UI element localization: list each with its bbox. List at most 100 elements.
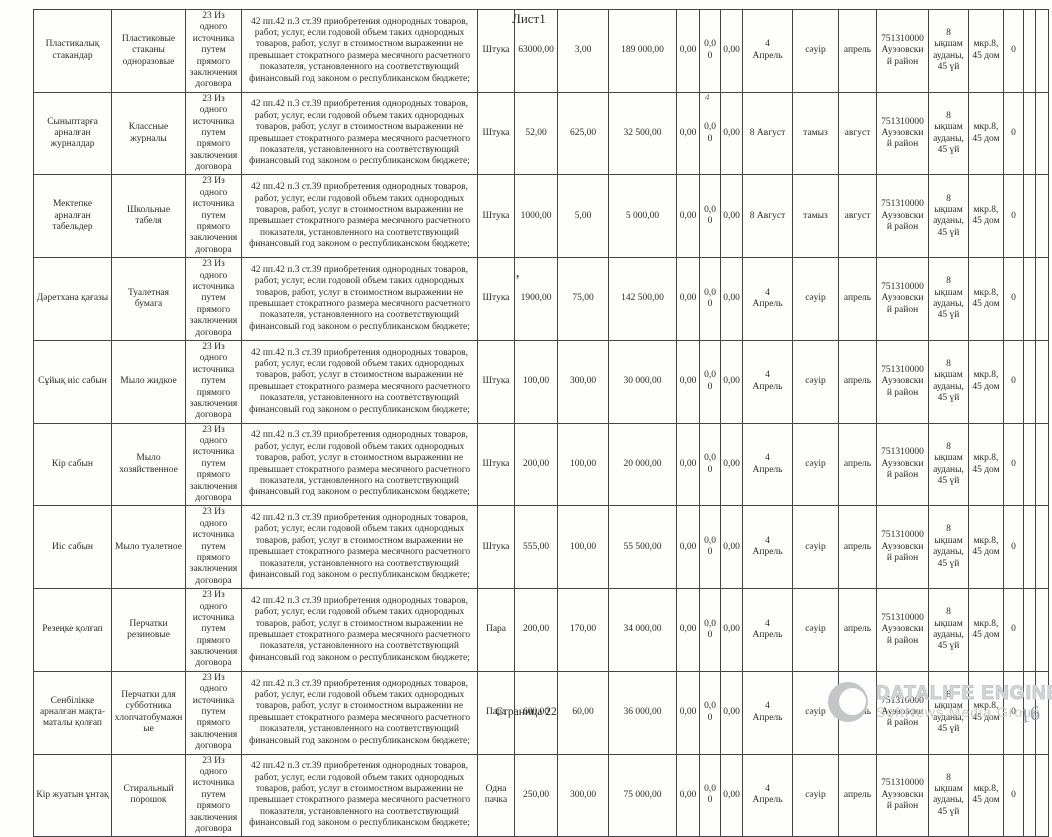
cell-e2 <box>1035 753 1049 837</box>
procurement-table: Пластикалық стакандар Пластиковые стаканы… <box>33 9 1049 837</box>
cell-akz: 8 ықшам ауданы, 45 үй <box>928 339 969 424</box>
cell-z3: 0,00 <box>720 9 743 93</box>
cell-z3: 0,00 <box>720 257 743 341</box>
cell-month: 4 Апрель <box>742 339 793 424</box>
cell-z1: 0,00 <box>676 588 700 672</box>
cell-qty: 200,00 <box>514 588 558 672</box>
cell-flag: 0 <box>1003 9 1024 93</box>
table-row: Кір сабын Мыло хозяйственное 23 Из одного … <box>33 422 1049 507</box>
cell-price: 5,00 <box>557 174 609 259</box>
cell-z3: 0,00 <box>720 91 743 176</box>
cell-z1: 0,00 <box>676 505 700 590</box>
cell-e1 <box>1023 257 1036 341</box>
cell-mkz: сәуір <box>792 753 839 837</box>
cell-method: 23 Из одного источника путем прямого зак… <box>185 9 242 93</box>
cell-akz: 8 ықшам ауданы, 45 үй <box>928 753 969 837</box>
cell-mkz: сәуір <box>792 339 839 424</box>
cell-total: 32 500,00 <box>608 91 677 176</box>
cell-e1 <box>1023 9 1036 93</box>
cell-e2 <box>1035 174 1049 259</box>
cell-akz: 8 ықшам ауданы, 45 үй <box>928 670 969 755</box>
cell-kz: Пластикалық стакандар <box>33 9 112 93</box>
cell-e2 <box>1035 588 1049 672</box>
cell-z2: 0,00 <box>699 9 721 93</box>
cell-z1: 0,00 <box>676 9 700 93</box>
cell-price: 300,00 <box>557 339 609 424</box>
cell-e2 <box>1035 339 1049 424</box>
table-row: Кір жуатын ұнтақ Стиральный порошок 23 Из … <box>33 753 1049 837</box>
watermark-text: DataLife Engine SoftNews Media Group <box>875 682 1052 720</box>
cell-kz: Сыныптарға арналған журналдар <box>33 91 112 176</box>
table-row: Дәретхана қағазы Туалетная бумага 23 Из од… <box>33 257 1049 341</box>
cell-month: 4 Апрель <box>742 753 793 837</box>
cell-method: 23 Из одного источника путем прямого зак… <box>185 257 242 341</box>
cell-just: 42 пп.42 п.3 ст.39 приобретения однородн… <box>241 339 478 424</box>
cell-mru: апрель <box>838 753 877 837</box>
cell-ru: Классные журналы <box>111 91 186 176</box>
cell-month: 4 Апрель <box>742 505 793 590</box>
cell-aru: мкр.8, 45 дом <box>968 670 1004 755</box>
cell-method: 23 Из одного источника путем прямого зак… <box>185 422 242 507</box>
cell-aru: мкр.8, 45 дом <box>968 257 1004 341</box>
cell-just: 42 пп.42 п.3 ст.39 приобретения однородн… <box>241 257 478 341</box>
cell-aru: мкр.8, 45 дом <box>968 339 1004 424</box>
cell-aru: мкр.8, 45 дом <box>968 9 1004 93</box>
cell-unit: Штука <box>477 9 515 93</box>
cell-flag: 0 <box>1003 174 1024 259</box>
cell-ru: Перчатки для субботника хлопчатобумажные <box>111 670 186 755</box>
cell-just: 42 пп.42 п.3 ст.39 приобретения однородн… <box>241 422 478 507</box>
cell-mru: апрель <box>838 257 877 341</box>
cell-qty: 1000,00 <box>514 174 558 259</box>
cell-z3: 0,00 <box>720 339 743 424</box>
cell-method: 23 Из одного источника путем прямого зак… <box>185 670 242 755</box>
cell-price: 625,00 <box>557 91 609 176</box>
cell-method: 23 Из одного источника путем прямого зак… <box>185 174 242 259</box>
cell-total: 75 000,00 <box>608 753 677 837</box>
cell-mru: апрель <box>838 422 877 507</box>
scan-artifact: , <box>516 265 520 280</box>
cell-kz: Сенбілікке арналған мақта-маталы қолғап <box>33 670 112 755</box>
cell-unit: Штука <box>477 505 515 590</box>
cell-z2: 0,00 <box>699 257 721 341</box>
cell-month: 4 Апрель <box>742 588 793 672</box>
cell-e1 <box>1023 588 1036 672</box>
cell-aru: мкр.8, 45 дом <box>968 422 1004 507</box>
cell-just: 42 пп.42 п.3 ст.39 приобретения однородн… <box>241 91 478 176</box>
cell-ru: Школьные табеля <box>111 174 186 259</box>
cell-z1: 0,00 <box>676 753 700 837</box>
cell-flag: 0 <box>1003 588 1024 672</box>
cell-akz: 8 ықшам ауданы, 45 үй <box>928 91 969 176</box>
cell-unit: Штука <box>477 422 515 507</box>
cell-qty: 600,00 <box>514 670 558 755</box>
watermark: DataLife Engine SoftNews Media Group <box>828 682 1052 722</box>
cell-e2 <box>1035 257 1049 341</box>
table-row: Сұйық иіс сабын Мыло жидкое 23 Из одного и… <box>33 339 1049 424</box>
cell-mru: август <box>838 91 877 176</box>
cell-akz: 8 ықшам ауданы, 45 үй <box>928 174 969 259</box>
datalife-logo-icon <box>828 682 868 722</box>
cell-ru: Стиральный порошок <box>111 753 186 837</box>
cell-ru: Мыло хозяйственное <box>111 422 186 507</box>
cell-method: 23 Из одного источника путем прямого зак… <box>185 753 242 837</box>
cell-region: 751310000 Ауэзовский район <box>876 753 929 837</box>
cell-e1 <box>1023 91 1036 176</box>
cell-flag: 0 <box>1003 753 1024 837</box>
table-row: Резеңке қолғап Перчатки резиновые 23 Из од… <box>33 588 1049 672</box>
cell-unit: Штука <box>477 257 515 341</box>
cell-qty: 100,00 <box>514 339 558 424</box>
cell-ru: Мыло жидкое <box>111 339 186 424</box>
cell-mkz: сәуір <box>792 588 839 672</box>
cell-e2 <box>1035 9 1049 93</box>
cell-unit: Штука <box>477 174 515 259</box>
cell-price: 100,00 <box>557 422 609 507</box>
cell-e2 <box>1035 505 1049 590</box>
cell-flag: 0 <box>1003 257 1024 341</box>
cell-region: 751310000 Ауэзовский район <box>876 174 929 259</box>
cell-aru: мкр.8, 45 дом <box>968 753 1004 837</box>
cell-mkz: сәуір <box>792 257 839 341</box>
cell-mru: август <box>838 174 877 259</box>
cell-kz: Иіс сабын <box>33 505 112 590</box>
cell-mkz: сәуір <box>792 505 839 590</box>
cell-aru: мкр.8, 45 дом <box>968 91 1004 176</box>
cell-total: 55 500,00 <box>608 505 677 590</box>
